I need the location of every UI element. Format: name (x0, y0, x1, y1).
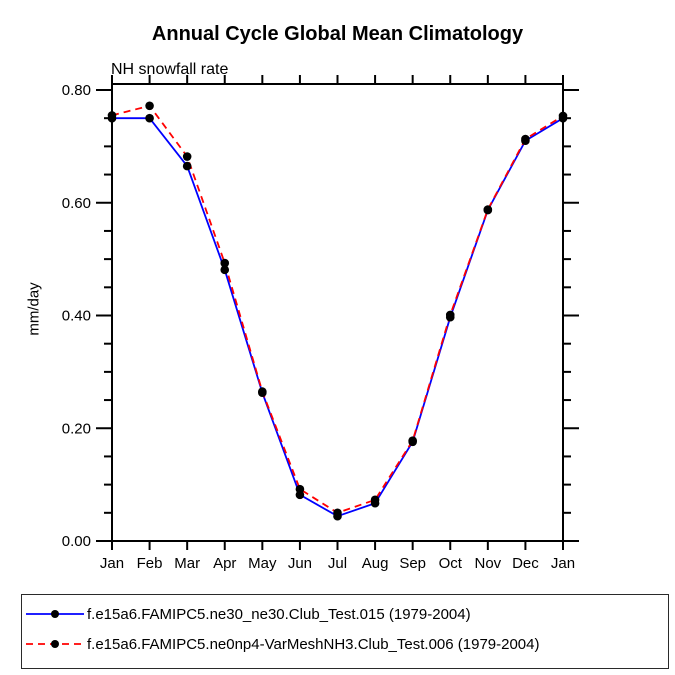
plot-area: Jan Feb Mar Apr May Jun Jul Aug Sep Oct Nov Dec Jan 0… (62, 75, 579, 572)
legend-label-series-1: f.e15a6.FAMIPC5.ne30_ne30.Club_Test.015 … (87, 605, 471, 623)
data-point-marker (295, 484, 305, 494)
data-point-marker (258, 387, 267, 396)
legend-entry-series-2: f.e15a6.FAMIPC5.ne0np4-VarMeshNH3.Club_T… (26, 629, 668, 659)
data-point-marker (182, 152, 192, 161)
x-tick-label: Sep (399, 555, 426, 572)
chart-title: Annual Cycle Global Mean Climatology (151, 23, 524, 45)
chart-subtitle: NH snowfall rate (111, 61, 229, 78)
data-point-marker (558, 111, 568, 121)
x-tick-label: Apr (213, 555, 236, 572)
plot-frame (111, 83, 564, 542)
x-tick-label: Feb (137, 555, 163, 572)
data-point-marker (107, 111, 117, 120)
data-point-marker (333, 508, 342, 518)
data-point-marker (182, 161, 192, 171)
legend-swatch-solid-line (26, 610, 84, 618)
series-line-0 (112, 117, 564, 518)
data-point-marker (220, 258, 230, 268)
y-tick-label: 0.60 (62, 195, 91, 212)
legend-marker (51, 610, 59, 618)
x-tick-label: Dec (512, 555, 539, 572)
x-tick-label: Jul (328, 555, 347, 572)
legend-marker (51, 640, 59, 648)
x-tick-label: Mar (174, 555, 200, 572)
legend-label-series-2: f.e15a6.FAMIPC5.ne0np4-VarMeshNH3.Club_T… (87, 635, 540, 653)
data-point-marker (521, 134, 530, 144)
y-tick-label: 0.80 (62, 82, 91, 99)
legend-box: f.e15a6.FAMIPC5.ne30_ne30.Club_Test.015 … (21, 594, 669, 669)
data-point-marker (408, 436, 417, 445)
y-tick-label: 0.00 (62, 533, 91, 550)
x-tick-label: May (248, 555, 277, 572)
data-point-marker (370, 495, 380, 505)
data-point-marker (483, 205, 493, 214)
data-point-marker (145, 101, 154, 111)
y-tick-label: 0.20 (62, 420, 91, 437)
x-tick-label: Jan (551, 555, 575, 572)
series-line-1 (111, 104, 564, 514)
x-tick-label: Jun (288, 555, 312, 572)
legend-swatch-dashed-line (26, 640, 84, 648)
y-tick-label: 0.40 (62, 308, 91, 325)
data-point-marker (145, 113, 154, 123)
x-tick-label: Jan (100, 555, 124, 572)
x-tick-label: Aug (362, 555, 389, 572)
x-tick-label: Oct (439, 555, 463, 572)
x-tick-label: Nov (474, 555, 501, 572)
data-point-marker (220, 265, 230, 275)
legend-entry-series-1: f.e15a6.FAMIPC5.ne30_ne30.Club_Test.015 … (26, 599, 668, 629)
data-point-marker (445, 310, 455, 320)
